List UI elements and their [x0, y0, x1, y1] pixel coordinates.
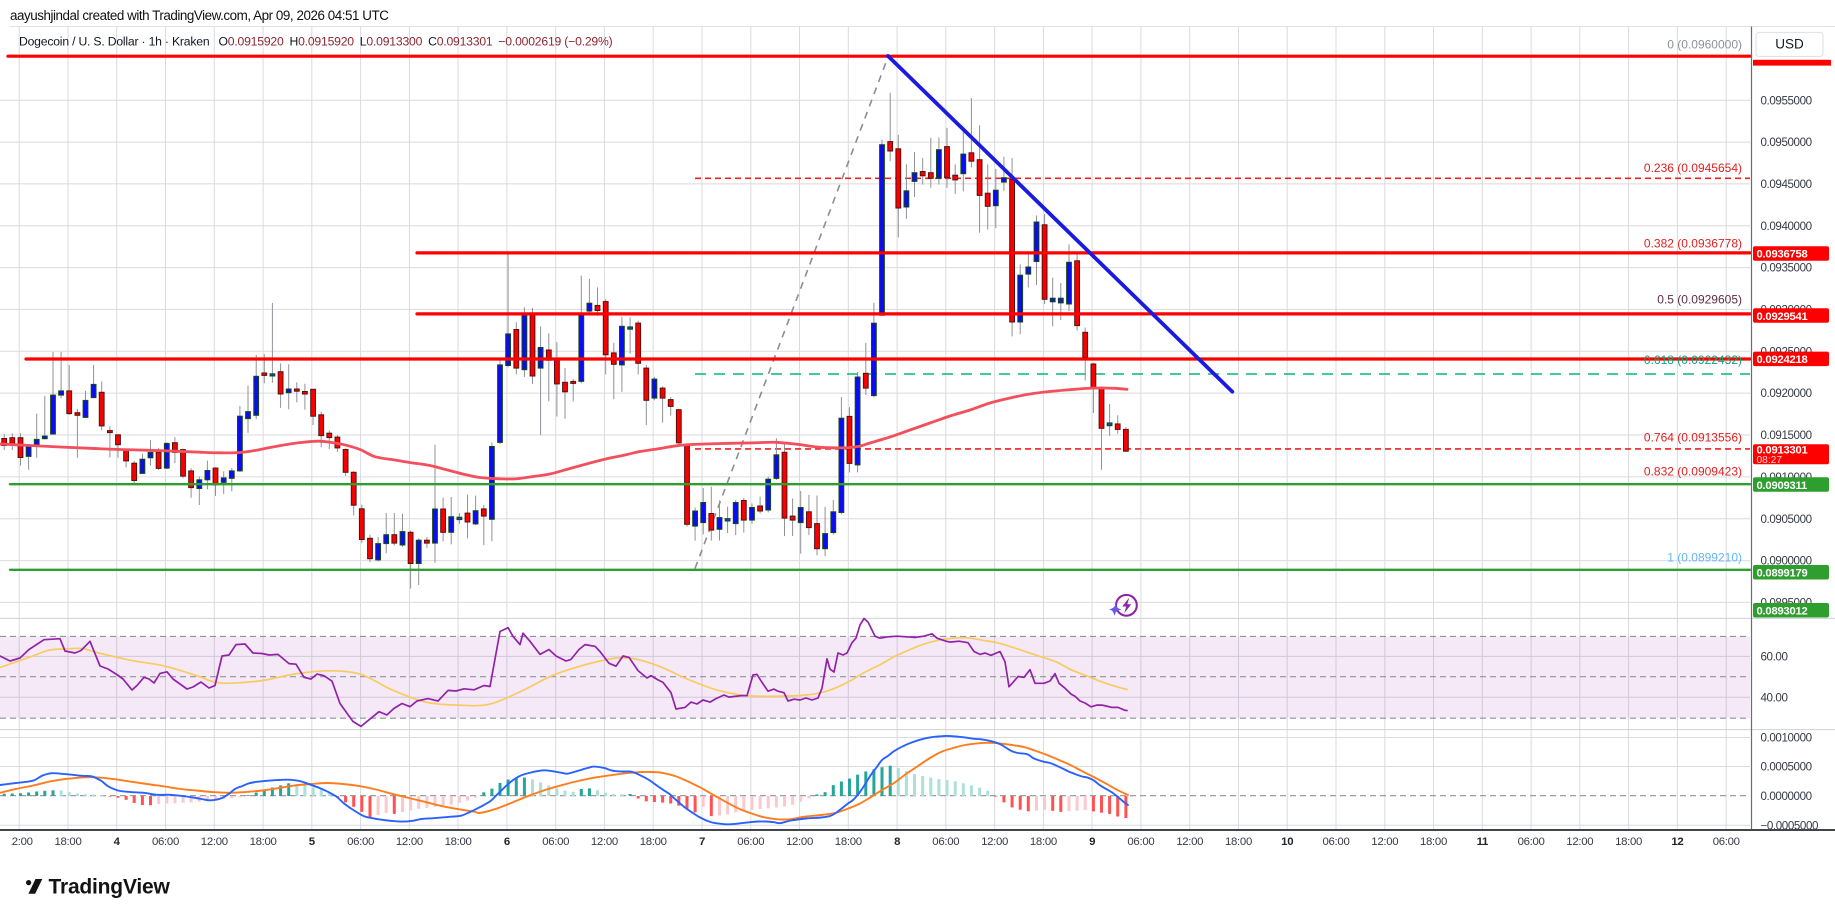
svg-text:USD: USD	[1775, 37, 1804, 52]
svg-text:0.764 (0.0913556): 0.764 (0.0913556)	[1644, 431, 1742, 445]
svg-text:4: 4	[114, 836, 121, 848]
svg-text:06:00: 06:00	[737, 836, 764, 848]
svg-text:0.236 (0.0945654): 0.236 (0.0945654)	[1644, 161, 1742, 175]
svg-text:9: 9	[1089, 836, 1095, 848]
svg-text:0.0899179: 0.0899179	[1757, 568, 1808, 580]
svg-text:0.0000000: 0.0000000	[1761, 790, 1812, 803]
svg-text:06:00: 06:00	[1713, 836, 1740, 848]
svg-text:18:00: 18:00	[640, 836, 667, 848]
svg-text:60.00: 60.00	[1761, 651, 1788, 664]
svg-text:7: 7	[699, 836, 705, 848]
svg-text:12:00: 12:00	[981, 836, 1008, 848]
svg-text:12:00: 12:00	[201, 836, 228, 848]
svg-text:0.0893012: 0.0893012	[1757, 606, 1808, 618]
svg-text:aayushjindal created with Trad: aayushjindal created with TradingView.co…	[10, 8, 389, 23]
svg-text:18:00: 18:00	[1225, 836, 1252, 848]
svg-text:0.0915000: 0.0915000	[1761, 429, 1812, 442]
svg-text:0.0950000: 0.0950000	[1761, 136, 1812, 149]
svg-text:8: 8	[894, 836, 900, 848]
svg-text:18:00: 18:00	[1030, 836, 1057, 848]
svg-text:0.382 (0.0936778): 0.382 (0.0936778)	[1644, 237, 1742, 251]
svg-text:5: 5	[309, 836, 316, 848]
svg-text:12:00: 12:00	[6, 836, 33, 848]
svg-text:10: 10	[1281, 836, 1293, 848]
svg-text:0.0905000: 0.0905000	[1761, 513, 1812, 526]
svg-text:Dogecoin / U. S. Dollar · 1h ·: Dogecoin / U. S. Dollar · 1h · Kraken O0…	[19, 35, 613, 49]
svg-text:12:00: 12:00	[591, 836, 618, 848]
svg-text:0.0900000: 0.0900000	[1761, 555, 1812, 568]
svg-text:0.0936758: 0.0936758	[1757, 249, 1808, 261]
svg-text:6: 6	[504, 836, 510, 848]
svg-text:0.0913301: 0.0913301	[1757, 445, 1808, 457]
svg-text:18:00: 18:00	[835, 836, 862, 848]
svg-text:06:00: 06:00	[152, 836, 179, 848]
svg-text:−0.0005000: −0.0005000	[1761, 819, 1819, 832]
svg-text:0.0945000: 0.0945000	[1761, 178, 1812, 191]
svg-text:12: 12	[1671, 836, 1683, 848]
svg-text:0.0909311: 0.0909311	[1757, 480, 1807, 492]
svg-text:06:00: 06:00	[932, 836, 959, 848]
svg-text:0.0920000: 0.0920000	[1761, 387, 1812, 400]
svg-text:0.618 (0.0922432): 0.618 (0.0922432)	[1644, 353, 1742, 367]
svg-text:06:00: 06:00	[1322, 836, 1349, 848]
svg-text:12:00: 12:00	[1566, 836, 1593, 848]
svg-text:06:00: 06:00	[347, 836, 374, 848]
svg-text:11: 11	[1477, 836, 1489, 848]
svg-text:0.0924218: 0.0924218	[1757, 354, 1808, 366]
svg-text:08:27: 08:27	[1757, 455, 1783, 466]
svg-text:06:00: 06:00	[542, 836, 569, 848]
svg-text:06:00: 06:00	[1518, 836, 1545, 848]
svg-text:1 (0.0899210): 1 (0.0899210)	[1667, 550, 1742, 564]
svg-text:0.0010000: 0.0010000	[1761, 732, 1812, 745]
svg-text:18:00: 18:00	[54, 836, 81, 848]
svg-text:18:00: 18:00	[250, 836, 277, 848]
svg-text:12:00: 12:00	[396, 836, 423, 848]
svg-text:0.0955000: 0.0955000	[1761, 94, 1812, 107]
svg-text:18:00: 18:00	[1615, 836, 1642, 848]
svg-text:12:00: 12:00	[1176, 836, 1203, 848]
svg-text:0.832 (0.0909423): 0.832 (0.0909423)	[1644, 464, 1742, 478]
svg-text:0.0005000: 0.0005000	[1761, 761, 1812, 774]
svg-text:12:00: 12:00	[1371, 836, 1398, 848]
svg-text:18:00: 18:00	[1420, 836, 1447, 848]
svg-text:0.0940000: 0.0940000	[1761, 220, 1812, 233]
svg-text:0.0935000: 0.0935000	[1761, 262, 1812, 275]
svg-text:0.0929541: 0.0929541	[1757, 311, 1808, 323]
svg-text:12:00: 12:00	[786, 836, 813, 848]
svg-text:40.00: 40.00	[1761, 691, 1788, 704]
svg-text:0.5 (0.0929605): 0.5 (0.0929605)	[1657, 292, 1742, 306]
svg-text:18:00: 18:00	[445, 836, 472, 848]
svg-text:0 (0.0960000): 0 (0.0960000)	[1667, 38, 1742, 52]
svg-text:06:00: 06:00	[1127, 836, 1154, 848]
svg-text:TradingView: TradingView	[49, 876, 171, 899]
